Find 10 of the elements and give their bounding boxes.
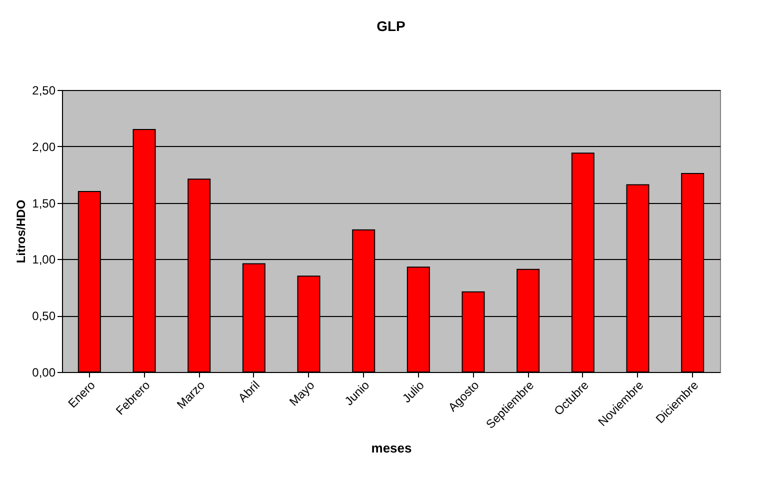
y-tick-label: 1,00: [32, 252, 56, 267]
chart-title: GLP: [376, 18, 406, 34]
y-tick-label: 0,00: [32, 366, 56, 380]
y-axis-title: Litros/HDO: [14, 200, 28, 264]
x-axis-title: meses: [371, 440, 412, 456]
y-tick-label: 2,50: [32, 84, 56, 98]
y-tick-label: 2,00: [32, 140, 56, 154]
y-tick-label: 1,50: [32, 196, 56, 210]
y-tick-label: 0,50: [32, 309, 56, 324]
x-tick-label: Julio: [400, 378, 428, 406]
